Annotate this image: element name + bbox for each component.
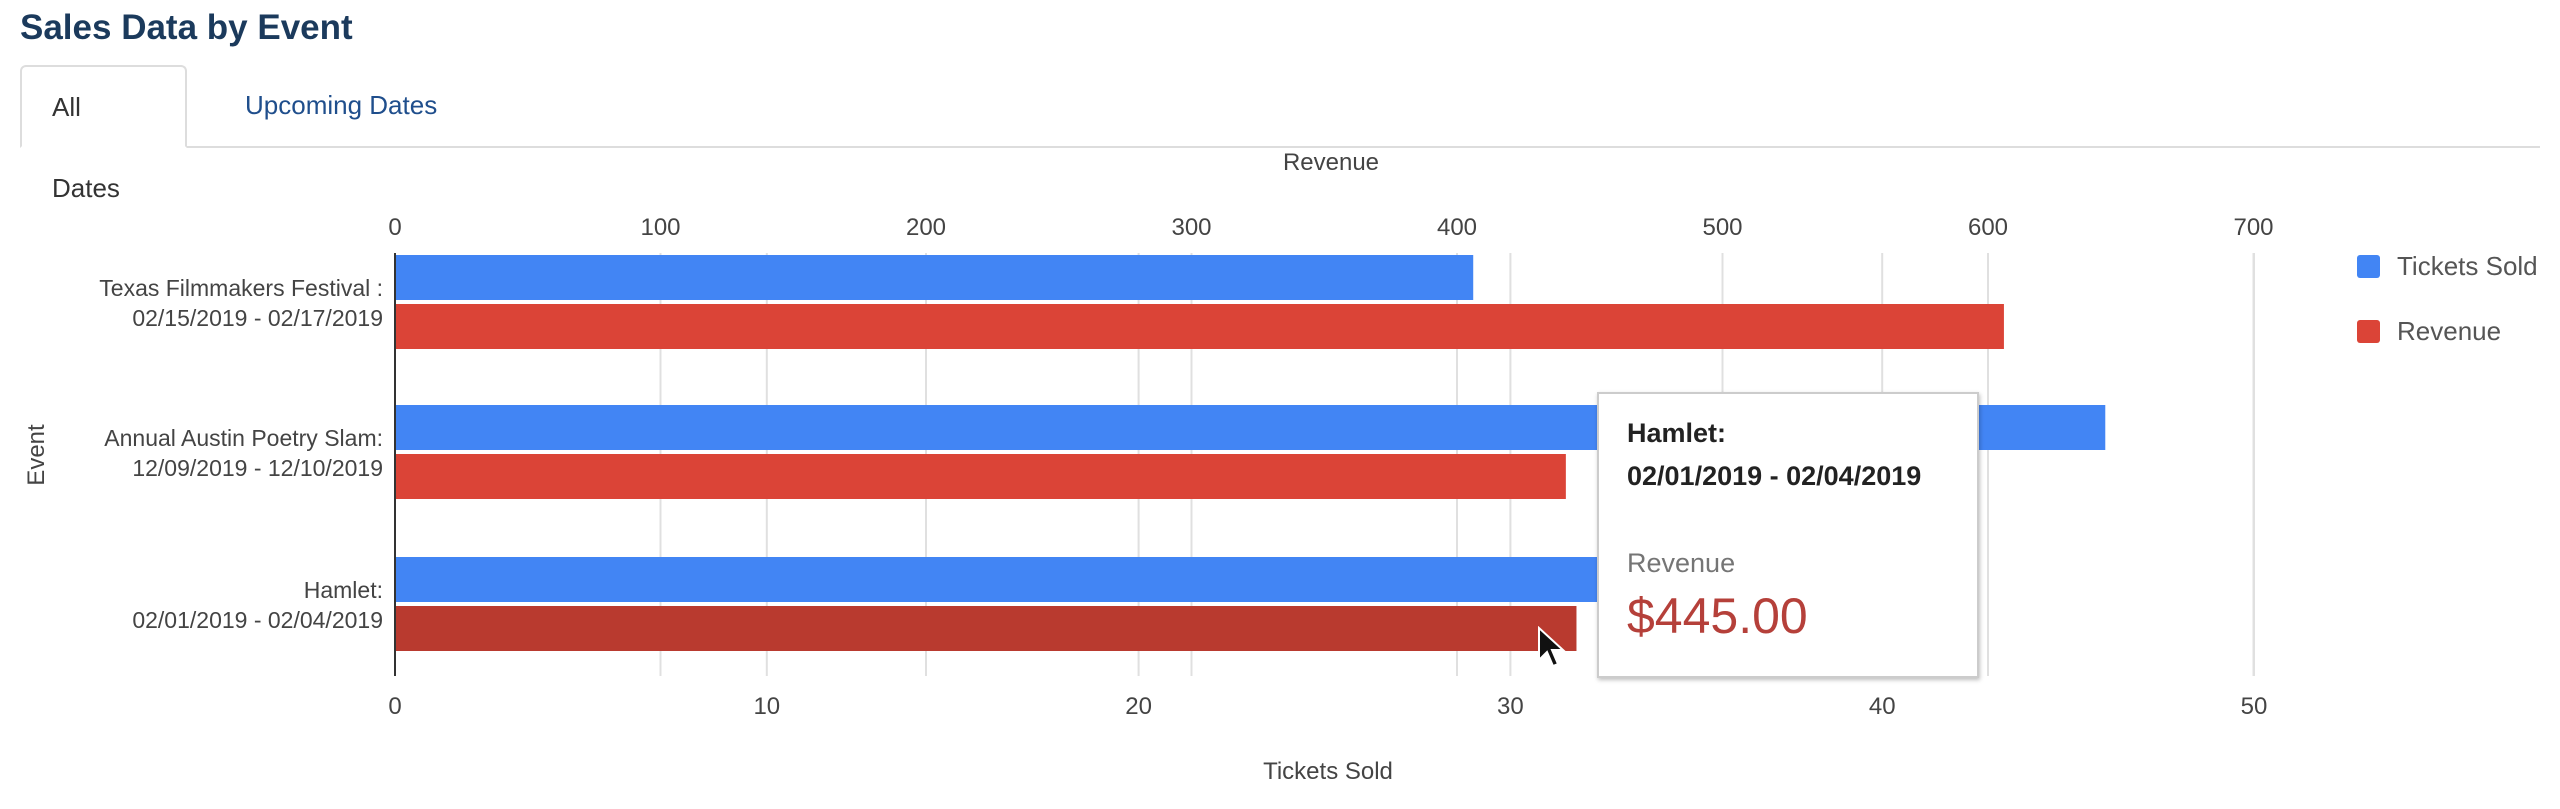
bar-revenue-0 (395, 304, 2004, 349)
legend-swatch-0[interactable] (2357, 255, 2380, 278)
tickets-tick-2: 20 (1125, 693, 1152, 720)
tooltip-title-line2: 02/01/2019 - 02/04/2019 (1627, 461, 1922, 491)
tickets-tick-5: 50 (2241, 693, 2268, 720)
category-label-0-line1: Texas Filmmakers Festival : (99, 275, 383, 301)
revenue-tick-1: 100 (640, 214, 680, 241)
legend-label-0[interactable]: Tickets Sold (2397, 251, 2538, 281)
tickets-axis-title: Tickets Sold (1263, 758, 1393, 785)
revenue-tick-0: 0 (388, 214, 401, 241)
tab-all-dates[interactable]: All Dates (20, 65, 187, 203)
bar-revenue-1 (395, 454, 1566, 499)
revenue-tick-5: 500 (1702, 214, 1742, 241)
tab-bar: All Dates Upcoming Dates (20, 65, 2540, 203)
chart-tooltip: Hamlet: 02/01/2019 - 02/04/2019 Revenue … (1597, 392, 1979, 678)
revenue-tick-4: 400 (1437, 214, 1477, 241)
tab-upcoming-dates[interactable]: Upcoming Dates (245, 90, 438, 120)
tooltip-series-label: Revenue (1627, 548, 1736, 578)
legend-swatch-1[interactable] (2357, 320, 2380, 343)
tooltip-title-line1: Hamlet: (1627, 418, 1727, 448)
tickets-tick-0: 0 (388, 693, 401, 720)
mouse-cursor-icon (1538, 626, 1566, 668)
event-axis-title: Event (23, 424, 50, 486)
tickets-tick-1: 10 (753, 693, 780, 720)
category-label-2-line1: Hamlet: (304, 577, 383, 603)
category-label-0-line2: 02/15/2019 - 02/17/2019 (132, 305, 383, 331)
category-label-1-line2: 12/09/2019 - 12/10/2019 (132, 455, 383, 481)
category-label-1-line1: Annual Austin Poetry Slam: (104, 425, 383, 451)
legend-label-1[interactable]: Revenue (2397, 316, 2501, 346)
revenue-tick-3: 300 (1171, 214, 1211, 241)
page-title: Sales Data by Event (20, 8, 353, 47)
revenue-tick-7: 700 (2233, 214, 2273, 241)
bar-revenue-2 (395, 606, 1577, 651)
revenue-tick-6: 600 (1968, 214, 2008, 241)
revenue-axis-title: Revenue (1283, 149, 1379, 176)
tickets-tick-3: 30 (1497, 693, 1524, 720)
bar-tickets-0 (395, 255, 1474, 300)
revenue-tick-2: 200 (906, 214, 946, 241)
category-label-2-line2: 02/01/2019 - 02/04/2019 (132, 607, 383, 633)
tooltip-value: $445.00 (1627, 588, 1808, 644)
tickets-tick-4: 40 (1869, 693, 1896, 720)
